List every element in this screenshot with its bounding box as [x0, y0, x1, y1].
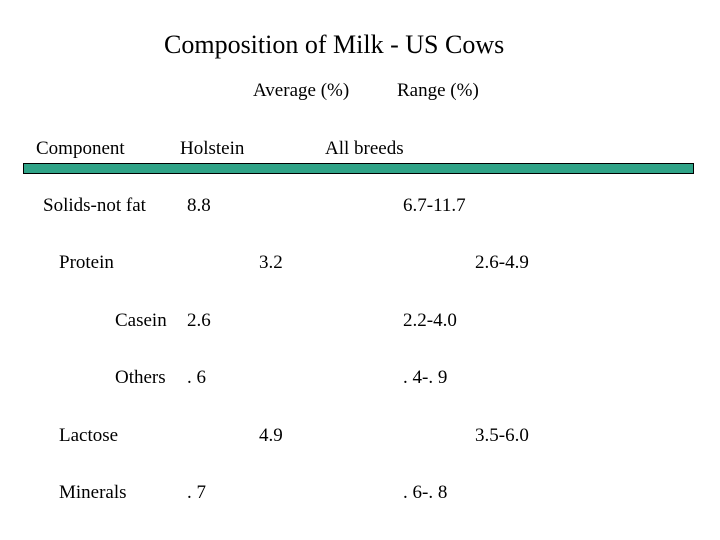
slide-title: Composition of Milk - US Cows	[164, 30, 505, 59]
row-range-casein: 2.2-4.0	[403, 310, 457, 331]
row-component-minerals: Minerals	[59, 482, 127, 503]
component-column-header: Component	[36, 138, 125, 159]
row-component-others: Others	[115, 367, 166, 388]
row-average-casein: 2.6	[187, 310, 211, 331]
row-range-lactose: 3.5-6.0	[475, 425, 529, 446]
header-divider-bar	[23, 163, 694, 174]
row-range-others: . 4-. 9	[403, 367, 448, 388]
row-range-protein: 2.6-4.9	[475, 252, 529, 273]
average-header: Average (%)	[253, 80, 350, 101]
row-average-minerals: . 7	[187, 482, 206, 503]
holstein-column-header: Holstein	[180, 138, 245, 159]
row-component-casein: Casein	[115, 310, 167, 331]
row-range-minerals: . 6-. 8	[403, 482, 448, 503]
row-component-protein: Protein	[59, 252, 114, 273]
row-component-solids-not-fat: Solids-not fat	[43, 195, 146, 216]
all-breeds-column-header: All breeds	[325, 138, 404, 159]
row-average-solids-not-fat: 8.8	[187, 195, 211, 216]
row-component-lactose: Lactose	[59, 425, 119, 446]
row-range-solids-not-fat: 6.7-11.7	[403, 195, 466, 216]
row-average-protein: 3.2	[259, 252, 283, 273]
row-average-others: . 6	[187, 367, 206, 388]
row-average-lactose: 4.9	[259, 425, 283, 446]
range-header: Range (%)	[397, 80, 479, 101]
